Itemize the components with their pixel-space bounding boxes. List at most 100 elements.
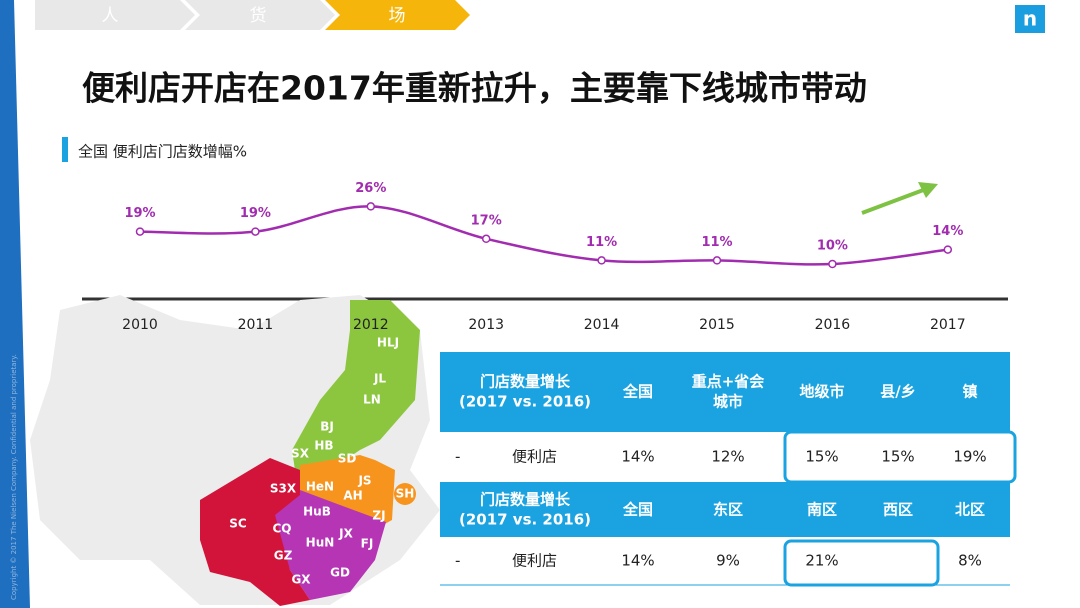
header-cell: 门店数量增长 xyxy=(480,373,571,391)
logo xyxy=(1015,5,1045,33)
data-label: 14% xyxy=(932,224,963,239)
header-cell: 门店数量增长 xyxy=(480,491,571,509)
table-cell: 15% xyxy=(805,448,838,466)
chart-title: 全国 便利店门店数增幅% xyxy=(78,143,247,161)
map-label: LN xyxy=(363,393,381,407)
x-tick-label: 2017 xyxy=(930,317,966,333)
map-label: S3X xyxy=(270,482,297,496)
map-region xyxy=(394,483,416,505)
table-cell: - xyxy=(455,448,460,466)
table-cell: 9% xyxy=(716,552,740,570)
header-cell: 南区 xyxy=(807,501,837,519)
table-header xyxy=(440,482,1010,537)
nav-step xyxy=(325,0,470,30)
x-tick-label: 2010 xyxy=(122,317,158,333)
data-label: 17% xyxy=(471,213,502,228)
x-tick-label: 2012 xyxy=(353,317,389,333)
highlight-box xyxy=(783,430,1017,484)
x-tick-label: 2016 xyxy=(815,317,851,333)
x-tick-label: 2014 xyxy=(584,317,620,333)
point xyxy=(943,245,953,254)
point xyxy=(251,227,260,236)
logo-text: n xyxy=(1023,7,1037,31)
data-label: 10% xyxy=(817,239,848,254)
table-cell: 14% xyxy=(621,552,654,570)
map-label: HuB xyxy=(303,505,331,519)
data-label: 19% xyxy=(240,206,271,221)
map-label: SH xyxy=(396,487,415,501)
header-cell: (2017 vs. 2016) xyxy=(459,393,591,411)
slide-title: 便利店开店在2017年重新拉升，主要靠下线城市带动 xyxy=(82,69,867,108)
header-cell: 县/乡 xyxy=(880,383,915,401)
table-cell: 便利店 xyxy=(512,552,557,570)
x-tick-label: 2015 xyxy=(699,317,735,333)
point xyxy=(481,234,491,244)
data-label: 19% xyxy=(124,206,155,221)
header-cell: (2017 vs. 2016) xyxy=(459,511,591,529)
copyright: Copyright © 2017 The Nielsen Company. Co… xyxy=(10,354,18,600)
data-label: 11% xyxy=(586,235,617,250)
map-label: SC xyxy=(229,517,247,531)
table-cell: - xyxy=(455,552,460,570)
point xyxy=(366,202,376,211)
map-label: HeN xyxy=(306,480,334,494)
header-cell: 东区 xyxy=(713,501,743,519)
map-label: HB xyxy=(314,439,333,453)
nav-step xyxy=(185,0,335,30)
map-label: HuN xyxy=(306,536,335,550)
redaction xyxy=(860,541,938,583)
left-stripe xyxy=(0,0,30,608)
data-label: 11% xyxy=(701,235,732,250)
map-label: JS xyxy=(357,474,371,488)
nav-step xyxy=(35,0,195,30)
map-label: AH xyxy=(343,489,362,503)
subtitle-bar xyxy=(62,137,68,162)
map-label: FJ xyxy=(361,537,374,551)
point xyxy=(135,227,145,236)
map-label: BJ xyxy=(320,420,334,434)
map-region xyxy=(200,458,310,606)
map-region xyxy=(300,455,395,532)
line xyxy=(139,205,948,266)
map-region xyxy=(270,490,386,600)
x-tick-label: 2011 xyxy=(238,317,274,333)
header-cell: 全国 xyxy=(622,501,653,519)
map-region xyxy=(292,300,420,470)
map-label: CQ xyxy=(272,522,291,536)
table-cell: 15% xyxy=(881,448,914,466)
table-cell: 21% xyxy=(805,552,838,570)
header-cell: 地级市 xyxy=(799,383,844,401)
map-label: GX xyxy=(291,573,311,587)
nav-label: 货 xyxy=(250,6,267,26)
nav-label: 人 xyxy=(102,6,119,26)
map-label: SX xyxy=(291,447,310,461)
point xyxy=(712,256,722,265)
point xyxy=(828,259,837,269)
header-cell: 北区 xyxy=(955,501,985,519)
table-header xyxy=(440,352,1010,432)
header-cell: 西区 xyxy=(883,501,913,519)
map-label: GD xyxy=(330,566,350,580)
table-cell: 19% xyxy=(953,448,986,466)
map-label: HLJ xyxy=(377,336,399,350)
data-label: 26% xyxy=(355,181,386,196)
header-cell: 重点+省会 xyxy=(692,373,765,391)
trend-arrow-head xyxy=(918,182,938,198)
map-label: JL xyxy=(373,372,386,386)
table-cell: 14% xyxy=(621,448,654,466)
nav-label: 场 xyxy=(389,6,406,26)
map-label: GZ xyxy=(274,549,293,563)
header-cell: 镇 xyxy=(962,383,977,401)
map-label: SD xyxy=(338,452,357,466)
highlight-box xyxy=(783,539,940,587)
map-label: ZJ xyxy=(372,509,385,523)
table-cell: 便利店 xyxy=(512,448,557,466)
table-cell: 8% xyxy=(958,552,982,570)
point xyxy=(597,256,606,265)
map-label: JX xyxy=(338,527,353,541)
header-cell: 城市 xyxy=(713,393,743,411)
trend-arrow xyxy=(861,187,927,215)
x-tick-label: 2013 xyxy=(468,317,504,333)
